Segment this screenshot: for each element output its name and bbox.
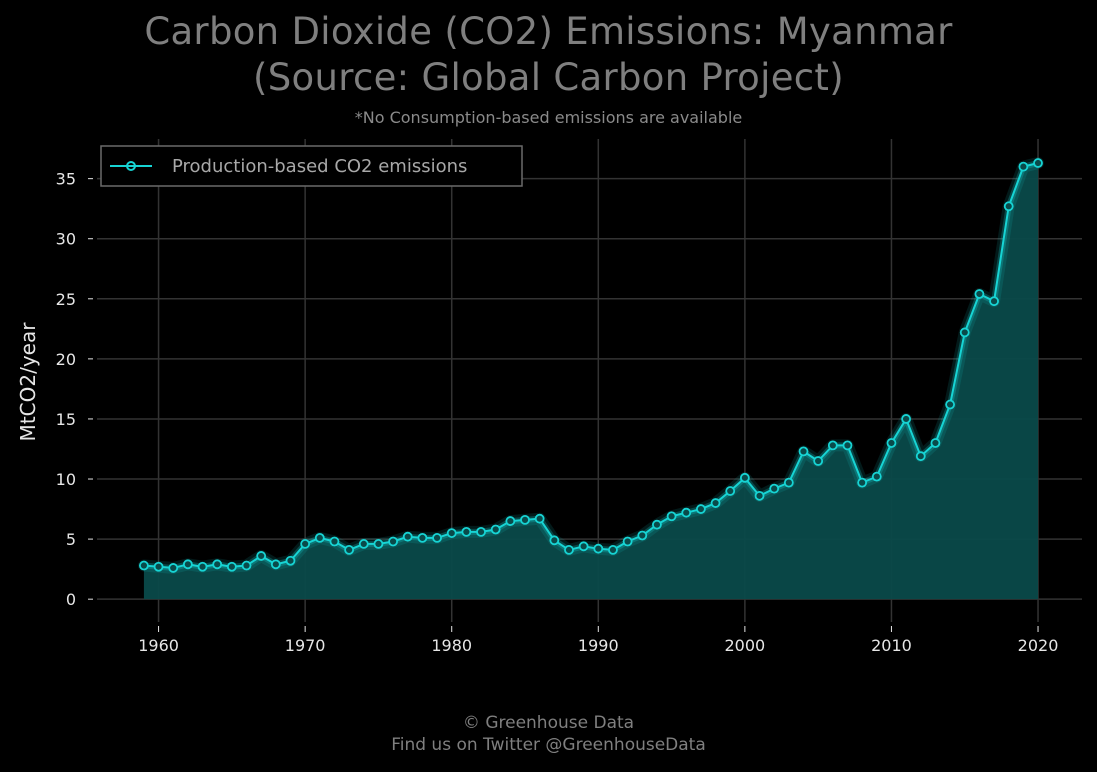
y-axis-label: MtCO2/year (16, 322, 40, 442)
legend: Production-based CO2 emissions (100, 145, 523, 187)
data-point (798, 446, 809, 457)
data-point (520, 514, 530, 525)
y-tick-label: 30 (56, 230, 76, 249)
data-point (226, 561, 237, 572)
data-point (197, 561, 208, 572)
chart-subtitle: *No Consumption-based emissions are avai… (354, 108, 743, 127)
data-point (344, 545, 355, 555)
data-point (373, 539, 384, 549)
data-point (681, 507, 692, 518)
y-tick-label: 25 (56, 290, 76, 309)
y-tick-label: 10 (56, 470, 76, 489)
y-tick-label: 35 (56, 170, 76, 189)
data-point (270, 559, 281, 570)
data-point (490, 524, 501, 535)
data-point (813, 456, 824, 466)
data-point (182, 559, 193, 570)
data-point (857, 477, 868, 488)
x-tick-label: 1970 (285, 636, 326, 655)
data-point (842, 440, 853, 451)
data-point (930, 438, 941, 448)
data-point (989, 296, 999, 307)
data-point (827, 440, 838, 451)
footer-twitter[interactable]: Find us on Twitter @GreenhouseData (391, 735, 706, 755)
footer-credit: © Greenhouse Data (462, 713, 635, 733)
data-point (578, 541, 589, 552)
data-point (564, 545, 574, 555)
x-tick-label: 2010 (871, 636, 912, 655)
axes: 1960 1970 1980 1990 2000 2010 2020 0 5 10 15 20 25 30… (56, 170, 1059, 655)
data-point (314, 532, 325, 543)
data-point (739, 472, 750, 483)
data-point (695, 504, 706, 514)
data-point (1003, 201, 1014, 212)
data-point (241, 560, 252, 571)
y-tick-label: 15 (56, 410, 76, 429)
data-point (637, 530, 648, 541)
data-point (432, 532, 442, 543)
data-point (886, 438, 897, 448)
series-area (143, 163, 1039, 600)
data-point (256, 551, 267, 561)
legend-series-label: Production-based CO2 emissions (172, 156, 467, 177)
legend-box (100, 145, 523, 187)
x-tick-label: 1990 (578, 636, 619, 655)
data-point (959, 327, 970, 338)
data-point (153, 561, 164, 572)
data-point (622, 536, 633, 547)
data-point (974, 289, 985, 299)
data-point (549, 535, 560, 546)
x-tick-label: 1960 (138, 636, 179, 655)
data-point (783, 477, 794, 488)
legend-marker-swatch (126, 161, 136, 171)
data-point (212, 559, 223, 570)
data-point (915, 451, 926, 462)
data-point (593, 543, 604, 554)
data-point (945, 399, 955, 410)
area-layer (143, 163, 1039, 600)
data-point (285, 555, 296, 566)
x-tick-label: 2020 (1018, 636, 1059, 655)
data-point (329, 536, 340, 547)
points-layer (139, 158, 1043, 573)
chart-title-line1: Carbon Dioxide (CO2) Emissions: Myanmar (144, 10, 953, 53)
data-point (139, 560, 149, 571)
chart-title-line2: (Source: Global Carbon Project) (253, 56, 844, 99)
x-tick-label: 1980 (431, 636, 472, 655)
data-point (769, 483, 780, 494)
data-point (652, 519, 662, 530)
data-point (666, 511, 677, 522)
y-tick-label: 20 (56, 350, 76, 369)
data-point (505, 516, 516, 526)
data-point (461, 526, 472, 537)
data-point (871, 471, 882, 482)
data-point (300, 539, 311, 549)
data-point (710, 498, 721, 508)
data-point (168, 563, 179, 573)
data-point (1018, 161, 1029, 172)
y-tick-label: 0 (66, 590, 76, 609)
data-point (358, 539, 369, 549)
data-point (446, 528, 457, 538)
data-point (1033, 158, 1043, 168)
y-tick-label: 5 (66, 530, 76, 549)
data-point (402, 531, 413, 542)
data-point (901, 414, 912, 424)
x-tick-label: 2000 (725, 636, 766, 655)
data-point (725, 486, 736, 496)
data-point (388, 536, 398, 547)
data-point (476, 526, 486, 537)
data-point (608, 545, 618, 555)
data-point (417, 532, 428, 543)
data-point (754, 490, 765, 501)
data-point (534, 513, 545, 524)
